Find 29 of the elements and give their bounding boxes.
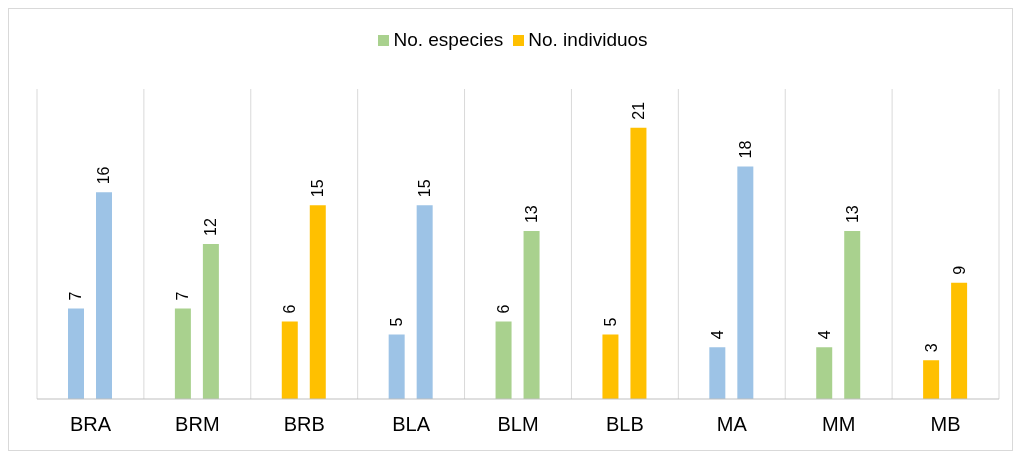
data-label: 16 [95,166,113,185]
data-label: 4 [708,330,726,340]
legend-label: No. individuos [528,29,648,50]
data-label: 15 [309,179,327,198]
data-label: 21 [629,101,647,120]
x-tick-label: BRB [283,413,325,436]
data-label: 9 [950,265,968,275]
data-label: 5 [388,317,406,327]
data-label: 5 [601,317,619,327]
data-label: 6 [281,304,299,314]
data-label: 18 [736,140,754,159]
x-tick-label: MA [716,413,748,436]
data-label: 3 [922,343,940,353]
x-tick-label: BRA [69,413,112,436]
data-label: 13 [523,205,541,224]
x-tick-label: MM [822,413,856,436]
x-tick-label: MB [930,413,961,436]
data-label: 6 [495,304,513,314]
data-label: 7 [67,291,85,301]
data-label: 15 [416,179,434,198]
x-tick-label: BRM [175,413,220,436]
data-label: 13 [843,205,861,224]
data-label: 7 [174,291,192,301]
x-tick-label: BLM [497,413,539,436]
x-tick-label: BLA [392,413,431,436]
x-tick-label: BLB [605,413,644,436]
data-label: 4 [815,330,833,340]
data-label: 12 [202,218,220,236]
legend-label: No. especies [393,29,504,50]
